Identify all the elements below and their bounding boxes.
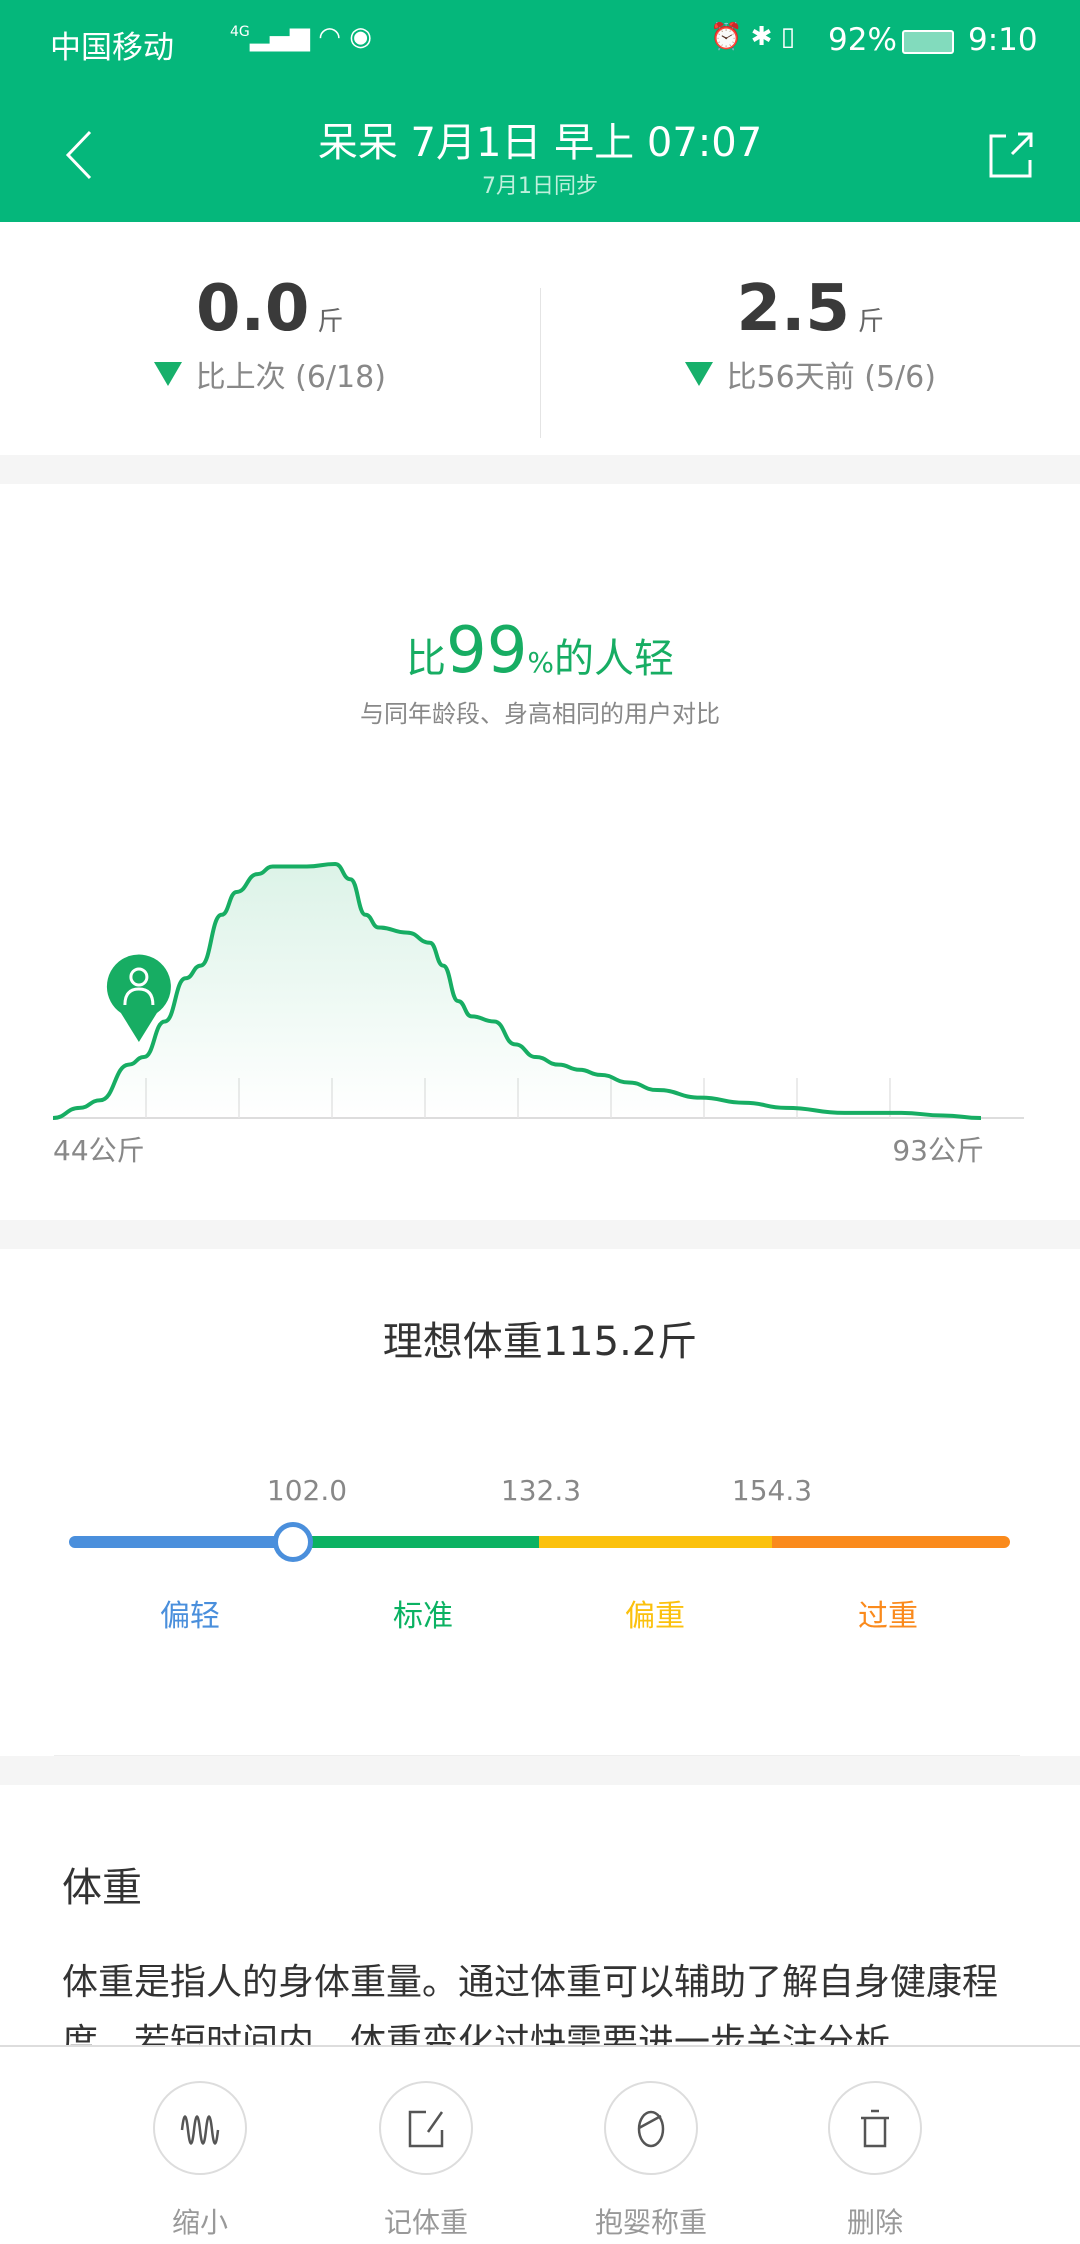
info-section: 体重 体重是指人的身体重量。通过体重可以辅助了解自身健康程 度。若短时间内，体重… <box>0 1785 1080 2063</box>
baby-icon[interactable] <box>604 2081 698 2175</box>
category-heavy: 偏重 <box>625 1599 685 1634</box>
waveform-icon[interactable] <box>153 2081 247 2175</box>
record-weight-button[interactable]: 记体重 <box>326 2081 526 2241</box>
distribution-chart <box>52 861 1024 1120</box>
bottom-toolbar: 缩小 记体重 抱婴称重 删除 <box>0 2045 1080 2244</box>
user-marker-icon <box>106 954 171 1042</box>
stat-compare: 比56天前 (5/6) <box>726 360 936 395</box>
ranking-section: 比99%的人轻 与同年龄段、身高相同的用户对比 44公斤 93公斤 <box>0 484 1080 1220</box>
battery-percent: 92% <box>828 22 897 58</box>
zoom-out-button[interactable]: 缩小 <box>100 2081 300 2241</box>
button-label: 删除 <box>846 2206 903 2239</box>
page-title: 呆呆 7月1日 早上 07:07 <box>317 120 763 166</box>
range-standard <box>293 1536 539 1548</box>
category-standard: 标准 <box>393 1599 453 1634</box>
down-arrow-icon <box>684 362 713 386</box>
info-heading: 体重 <box>62 1865 142 1911</box>
threshold-value: 132.3 <box>500 1474 582 1507</box>
button-label: 抱婴称重 <box>594 2206 707 2239</box>
network-type: 4G <box>230 24 250 40</box>
threshold-value: 154.3 <box>731 1474 813 1507</box>
distribution-area <box>53 864 981 1118</box>
stat-unit: 斤 <box>857 307 884 337</box>
delete-button[interactable]: 删除 <box>775 2081 975 2241</box>
ranking-percent: 99 <box>445 614 528 688</box>
range-heavy <box>539 1536 772 1548</box>
stat-unit: 斤 <box>317 307 344 337</box>
ranking-note: 与同年龄段、身高相同的用户对比 <box>360 700 720 728</box>
sync-date: 7月1日同步 <box>482 174 598 199</box>
weight-indicator <box>273 1522 313 1562</box>
ranking-title: 比99%的人轻 <box>0 614 1080 688</box>
threshold-value: 102.0 <box>266 1474 348 1507</box>
range-light <box>69 1536 293 1548</box>
ranking-suffix: 的人轻 <box>554 636 675 682</box>
alarm-icon: ⏰ ✱ ▯ <box>710 22 795 52</box>
share-icon[interactable] <box>988 130 1034 180</box>
range-overweight <box>772 1536 1010 1548</box>
button-label: 缩小 <box>171 2206 228 2239</box>
percent-sign: % <box>527 646 555 679</box>
divider <box>54 1755 1020 1756</box>
stat-56days: 2.5 斤 比56天前 (5/6) <box>541 222 1080 455</box>
button-label: 记体重 <box>383 2206 468 2239</box>
edit-icon[interactable] <box>379 2081 473 2175</box>
category-light: 偏轻 <box>160 1599 220 1634</box>
carrier: 中国移动 <box>50 30 174 66</box>
stats-section: 0.0 斤 比上次 (6/18) 2.5 斤 比56天前 (5/6) <box>0 222 1080 455</box>
down-arrow-icon <box>153 362 182 386</box>
back-icon[interactable] <box>60 128 100 182</box>
x-max-label: 93公斤 <box>892 1134 984 1167</box>
clock: 9:10 <box>968 22 1038 58</box>
signal-icon: ▂▄▆ ◠ ◉ <box>250 22 372 52</box>
header: 中国移动 4G ▂▄▆ ◠ ◉ ⏰ ✱ ▯ 92% 9:10 呆呆 7月1日 早… <box>0 0 1080 222</box>
x-min-label: 44公斤 <box>53 1134 145 1167</box>
stat-last: 0.0 斤 比上次 (6/18) <box>0 222 540 455</box>
ideal-weight-section: 理想体重115.2斤 102.0 132.3 154.3 偏轻 标准 偏重 过重 <box>0 1249 1080 1756</box>
battery-icon <box>902 30 954 54</box>
trash-icon[interactable] <box>828 2081 922 2175</box>
stat-compare: 比上次 (6/18) <box>195 360 386 395</box>
ideal-weight-title: 理想体重115.2斤 <box>382 1319 698 1365</box>
ranking-prefix: 比 <box>405 636 446 682</box>
stat-value: 2.5 <box>736 272 850 346</box>
info-text-line1: 体重是指人的身体重量。通过体重可以辅助了解自身健康程 <box>62 1962 999 2003</box>
category-overweight: 过重 <box>858 1599 918 1634</box>
stat-value: 0.0 <box>196 272 310 346</box>
distribution-line <box>52 861 982 1120</box>
divider <box>539 288 541 438</box>
baby-weigh-button[interactable]: 抱婴称重 <box>551 2081 751 2241</box>
weight-range-bar <box>69 1536 1010 1548</box>
